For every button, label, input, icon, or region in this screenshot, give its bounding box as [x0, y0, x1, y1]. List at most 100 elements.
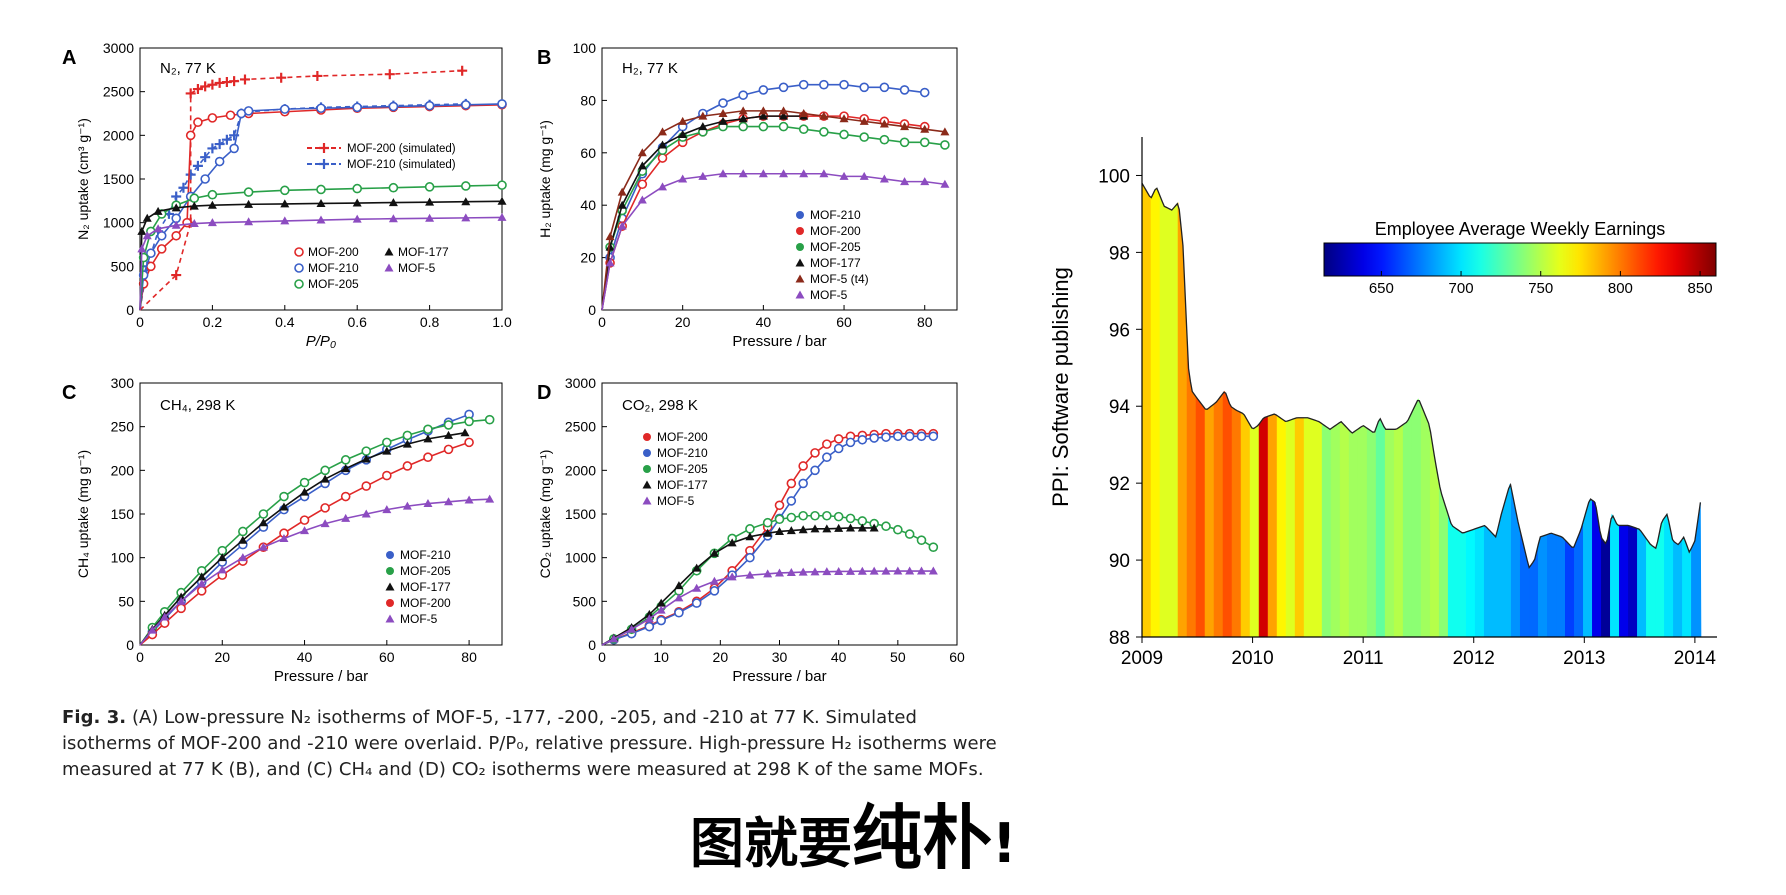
- data-point: [238, 535, 248, 544]
- data-point: [207, 189, 218, 200]
- y-tick-label: 94: [1109, 397, 1131, 418]
- legend: MOF-200 MOF-210 MOF-205 MOF-177 MOF-5: [642, 430, 708, 508]
- data-point: [644, 614, 654, 623]
- overlay-slogan: 图就要纯朴!: [690, 782, 1017, 883]
- data-point: [819, 127, 829, 137]
- y-tick-label: 100: [1098, 166, 1130, 187]
- data-point: [280, 199, 290, 208]
- earnings-strip: [1691, 502, 1702, 638]
- data-point: [904, 431, 915, 442]
- data-point: [258, 509, 269, 519]
- earnings-strip: [1348, 428, 1360, 638]
- data-point: [917, 566, 926, 575]
- data-point: [388, 101, 399, 112]
- data-point: [905, 566, 915, 575]
- x-tick-label: 60: [836, 314, 852, 330]
- data-point: [881, 566, 891, 575]
- data-point: [192, 160, 203, 171]
- y-tick-label: 98: [1109, 243, 1130, 264]
- data-point: [919, 87, 930, 98]
- data-point: [859, 171, 869, 180]
- data-point: [845, 437, 856, 448]
- data-point: [786, 512, 797, 523]
- data-point: [444, 497, 454, 506]
- data-point: [464, 495, 474, 504]
- data-point: [899, 85, 910, 95]
- data-point: [839, 129, 849, 140]
- data-point: [609, 634, 619, 643]
- x-tick-label: 20: [675, 314, 691, 330]
- data-point: [758, 111, 768, 120]
- legend-label: MOF-210: [810, 208, 861, 222]
- x-tick-label: 40: [297, 649, 313, 665]
- legend-marker: [796, 227, 804, 235]
- y-tick-label: 2500: [103, 84, 134, 100]
- legend-marker: [294, 263, 304, 273]
- legend-marker: [319, 143, 329, 153]
- legend: MOF-210 MOF-200 MOF-205 MOF-177 MOF-5 (t4) MO…: [795, 208, 869, 302]
- y-tick-label: 80: [580, 92, 596, 108]
- series-line-mof-177: [601, 115, 804, 311]
- data-point: [893, 431, 903, 442]
- data-point: [822, 439, 832, 449]
- x-tick-label: 0.8: [420, 314, 440, 330]
- data-point: [727, 572, 737, 581]
- earnings-strip: [1655, 516, 1666, 638]
- overlay-slogan-part3: !: [992, 812, 1017, 875]
- data-point: [196, 586, 207, 596]
- data-point: [382, 505, 392, 514]
- data-point: [656, 598, 666, 607]
- data-point: [243, 106, 254, 116]
- data-point: [443, 444, 454, 455]
- data-point: [775, 568, 784, 577]
- earnings-strip: [1159, 195, 1170, 638]
- data-point: [900, 177, 910, 186]
- data-point: [900, 122, 910, 131]
- legend-marker: [385, 614, 395, 623]
- data-point: [763, 569, 773, 578]
- earnings-strip: [1547, 533, 1558, 638]
- legend-marker: [386, 551, 394, 559]
- earnings-strip: [1456, 528, 1468, 638]
- legend-marker: [294, 247, 304, 257]
- legend-marker: [386, 599, 394, 607]
- data-point: [893, 524, 903, 535]
- legend-label: MOF-177: [657, 478, 708, 492]
- data-point: [798, 461, 808, 471]
- data-point: [137, 226, 147, 235]
- earnings-strip: [1177, 202, 1188, 638]
- data-point: [674, 607, 684, 618]
- data-point: [658, 182, 668, 191]
- data-point: [605, 258, 615, 267]
- data-point: [200, 174, 210, 184]
- data-point: [197, 579, 207, 588]
- earnings-strip: [1411, 398, 1423, 638]
- data-point: [779, 111, 789, 120]
- data-point: [904, 529, 915, 539]
- data-point: [221, 134, 232, 145]
- x-tick-label: 80: [917, 314, 933, 330]
- data-point: [857, 566, 867, 575]
- y-tick-label: 50: [118, 593, 134, 609]
- earnings-strip: [1438, 483, 1450, 638]
- data-point: [258, 542, 268, 551]
- data-point: [839, 114, 849, 123]
- data-point: [361, 454, 371, 463]
- x-tick-label: 50: [890, 649, 906, 665]
- legend-label: MOF-205: [400, 564, 451, 578]
- data-point: [443, 420, 454, 430]
- panel-condition-label: CH₄, 298 K: [160, 397, 235, 414]
- data-point: [464, 416, 474, 427]
- earnings-strip: [1402, 411, 1414, 638]
- earnings-strip: [1222, 390, 1233, 638]
- data-point: [678, 116, 688, 125]
- x-tick-label: 2014: [1674, 648, 1717, 669]
- earnings-strip: [1384, 428, 1396, 638]
- panel-letter: C: [62, 382, 76, 404]
- y-tick-label: 60: [580, 145, 596, 161]
- data-point: [207, 79, 218, 90]
- data-point: [147, 625, 157, 634]
- data-point: [798, 567, 808, 576]
- data-point: [605, 242, 615, 251]
- y-tick-label: 250: [111, 419, 135, 435]
